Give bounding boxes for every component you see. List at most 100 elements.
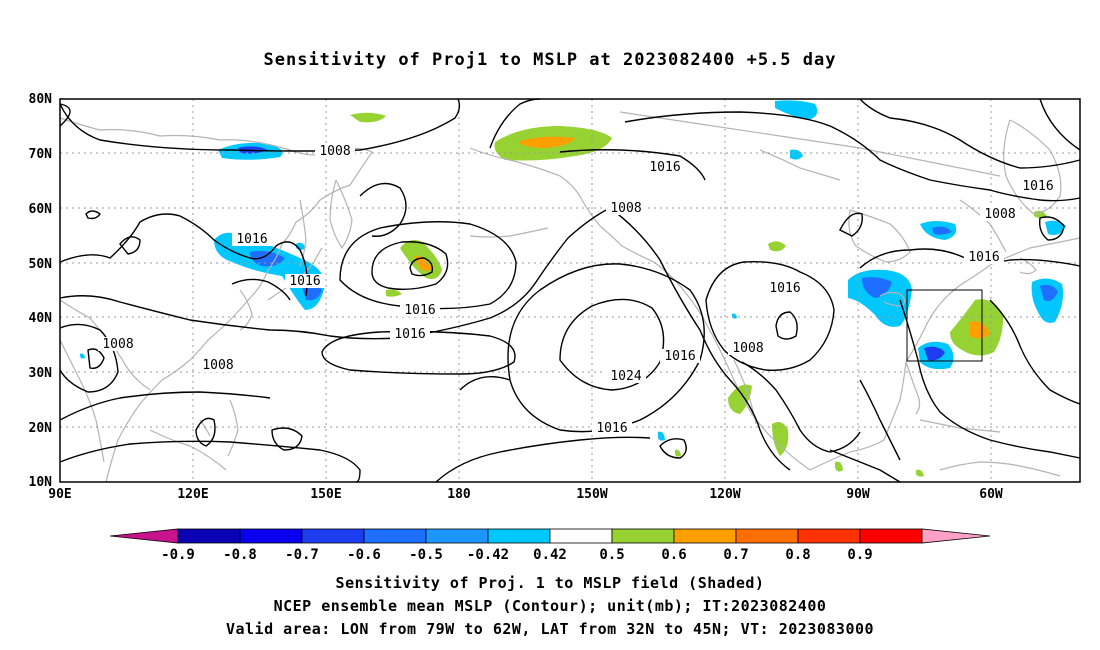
contour-1008-arctic-left: [59, 103, 71, 127]
valid-area-box: [906, 289, 983, 362]
lat-label: 60N: [29, 202, 53, 217]
shade-neg-5b: [932, 226, 952, 235]
contour-1008-baja: [741, 361, 861, 453]
contour-1016-asia: [59, 213, 308, 297]
contour-label-bg: [606, 369, 646, 383]
contour-1016-mid-w: [119, 236, 141, 255]
caption-line-3: Valid area: LON from 79W to 62W, LAT fro…: [225, 620, 875, 638]
contour-label: 1008: [732, 341, 763, 356]
contour-1016-high: [507, 263, 705, 433]
contour-label: 1016: [664, 349, 695, 364]
contour-1008-atl: [989, 299, 1081, 405]
contour-1008-ne-r: [1039, 98, 1081, 151]
contour-label: 1016: [1022, 179, 1053, 194]
colorbar-box: [177, 528, 241, 544]
contour-label-bg: [606, 201, 646, 215]
contour-label-bg: [400, 303, 440, 317]
shade-neg-4: [790, 149, 803, 160]
contour-1008-loop: [195, 417, 216, 447]
contour-label: 1008: [202, 358, 233, 373]
contour-label-bg: [964, 250, 1004, 264]
coast-gulf: [809, 361, 907, 471]
contour-1008-small2: [85, 210, 101, 220]
contour-label-bg: [1018, 179, 1058, 193]
colorbar-box: [363, 528, 427, 544]
coast-great-lakes: [879, 291, 906, 307]
lat-label: 70N: [29, 147, 53, 162]
contour-1016-japan: [231, 278, 291, 301]
colorbar: -0.9 -0.8 -0.7 -0.6 -0.5 -0.42 0.42 0.5 0.6 0.7 0.…: [109, 528, 991, 563]
contour-label: 1008: [319, 144, 350, 159]
colorbar-label: -0.42: [467, 547, 509, 563]
colorbar-box: [549, 528, 613, 544]
colorbar-box: [797, 528, 861, 544]
caption-line-2: NCEP ensemble mean MSLP (Contour); unit(…: [273, 597, 827, 615]
lon-label: 150W: [576, 487, 607, 502]
lat-label: 10N: [29, 475, 53, 490]
contour-1008-lab2: [1038, 216, 1065, 241]
contour-1008-small: [659, 438, 687, 459]
shade-pos-12: [916, 469, 924, 477]
contour-1016-pac-low: [321, 330, 516, 375]
lat-label: 80N: [29, 92, 53, 107]
contour-label-bg: [285, 274, 325, 288]
contour-1016-subtrop: [59, 207, 611, 340]
colorbar-box: [859, 528, 923, 544]
caption-line-1: Sensitivity of Proj. 1 to MSLP field (Sh…: [335, 574, 765, 592]
contour-1008-ne: [859, 98, 1081, 169]
shade-pos-6: [728, 384, 752, 414]
lon-label: 120W: [709, 487, 740, 502]
shade-pos-10: [1034, 210, 1047, 218]
contour-label-layer: 1008 1016 1016 1008 1016 1016 1016 1008 1016 1008…: [98, 144, 1058, 436]
coast-arctic-islands: [759, 149, 841, 181]
contour-1008-sea: [59, 323, 119, 393]
contour-label-bg: [765, 281, 805, 295]
contour-label-bg: [232, 232, 272, 246]
colorbar-box: [487, 528, 551, 544]
lon-label: 180: [447, 487, 471, 502]
contour-1008-sea-inner: [87, 348, 105, 369]
contour-label: 1016: [769, 281, 800, 296]
colorbar-box: [611, 528, 675, 544]
colorbar-label: -0.5: [409, 547, 443, 563]
colorbar-label: -0.7: [285, 547, 319, 563]
colorbar-box: [301, 528, 365, 544]
colorbar-box: [239, 528, 303, 544]
lat-label: 30N: [29, 366, 53, 381]
contour-label-bg: [645, 160, 685, 174]
map-title: Sensitivity of Proj1 to MSLP at 20230824…: [263, 50, 837, 70]
contour-label-bg: [198, 358, 238, 372]
contour-label: 1016: [404, 303, 435, 318]
contour-1008-pac-inner: [371, 241, 449, 291]
contour-1008-trop: [59, 391, 271, 421]
coast-asia-east: [105, 151, 373, 483]
contour-label: 1008: [102, 337, 133, 352]
contour-1016-atl2: [899, 299, 1081, 459]
coast-south-america: [939, 461, 1061, 477]
shade-pos-3b: [414, 255, 432, 271]
shade-pos-9b: [970, 321, 990, 339]
contour-label-bg: [592, 421, 632, 435]
contour-label: 1016: [968, 250, 999, 265]
contour-label: 1016: [236, 232, 267, 247]
contour-1008-sw-na: [705, 261, 835, 371]
coast-labrador: [959, 199, 1007, 253]
map-frame: [59, 98, 1081, 483]
lat-label: 20N: [29, 421, 53, 436]
lat-label: 40N: [29, 311, 53, 326]
coast-philippines: [227, 399, 239, 457]
contour-label: 1008: [610, 201, 641, 216]
contour-1016-high-w: [459, 376, 511, 391]
contour-label: 1016: [596, 421, 627, 436]
coast-caribbean: [919, 419, 1001, 433]
shade-pos-4: [386, 289, 402, 297]
colorbar-label: 0.8: [785, 547, 810, 563]
contour-1016-kam: [359, 182, 407, 237]
coast-greenland: [1003, 119, 1062, 215]
colorbar-label: 0.9: [847, 547, 872, 563]
coast-alaska: [469, 147, 655, 263]
shade-neg-7b: [924, 346, 945, 361]
shade-neg-2b: [250, 250, 285, 267]
